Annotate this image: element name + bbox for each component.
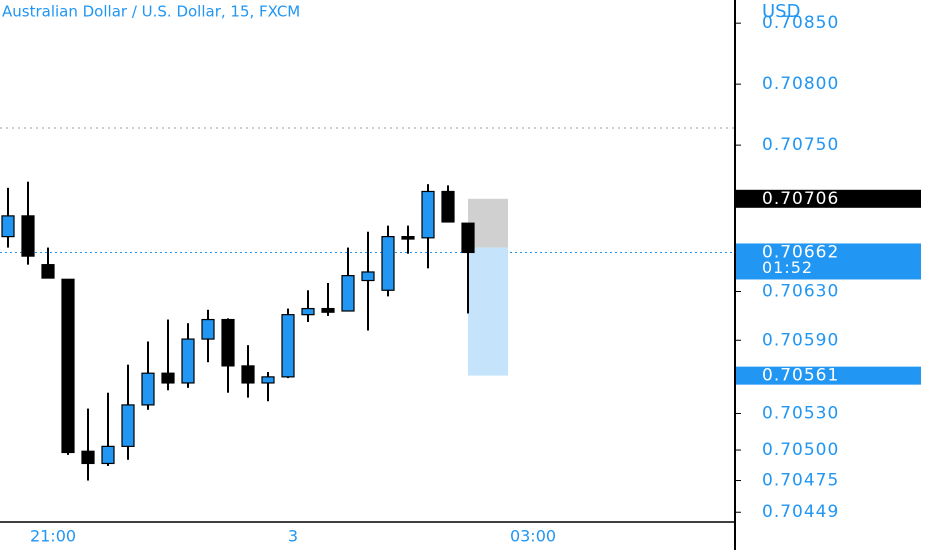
x-tick-label: 03:00 <box>510 527 556 546</box>
axis-unit: USD <box>762 1 800 22</box>
y-tick-label: 0.70800 <box>762 74 839 94</box>
candle-body <box>121 404 135 447</box>
candle-body <box>301 307 315 316</box>
candle-body <box>461 222 475 254</box>
price-marker-label: 0.70706 <box>762 189 839 209</box>
price-marker <box>736 243 921 280</box>
y-tick-label: 0.70850 <box>762 13 839 33</box>
candle-body <box>241 365 255 384</box>
position-stop-zone <box>468 198 508 248</box>
price-marker-label: 0.70662 <box>762 242 839 262</box>
y-tick-label: 0.70530 <box>762 403 839 423</box>
y-tick-label: 0.70475 <box>762 471 839 491</box>
candle-body <box>201 318 215 340</box>
y-tick-label: 0.70750 <box>762 135 839 155</box>
price-marker <box>736 366 921 385</box>
x-tick-label: 3 <box>288 527 298 546</box>
candle-body <box>101 445 115 465</box>
position-target-zone <box>468 247 508 376</box>
candle-body <box>81 450 95 465</box>
candle-body <box>141 372 155 406</box>
candle-body <box>361 271 375 282</box>
y-tick-label: 0.70630 <box>762 281 839 301</box>
candle-body <box>381 236 395 291</box>
candle-body <box>21 215 35 257</box>
candle-body <box>41 264 55 279</box>
candle-body <box>341 275 355 312</box>
price-marker-label: 0.70561 <box>762 366 839 386</box>
candle-body <box>61 278 75 454</box>
candle-body <box>421 190 435 239</box>
chart-title: Australian Dollar / U.S. Dollar, 15, FXC… <box>2 3 300 21</box>
countdown-label: 01:52 <box>762 258 813 277</box>
candle-body <box>221 318 235 367</box>
x-tick-label: 21:00 <box>30 527 76 546</box>
candle-body <box>181 338 195 384</box>
y-tick-label: 0.70590 <box>762 330 839 350</box>
candle-body <box>321 307 335 313</box>
price-marker <box>736 189 921 208</box>
candle-body <box>261 376 275 384</box>
candle-body <box>1 215 15 238</box>
candle-body <box>161 372 175 384</box>
y-tick-label: 0.70500 <box>762 440 839 460</box>
candle-body <box>281 314 295 378</box>
y-tick-label: 0.70449 <box>762 502 839 522</box>
candle-body <box>441 190 455 223</box>
candle-body <box>401 236 415 240</box>
